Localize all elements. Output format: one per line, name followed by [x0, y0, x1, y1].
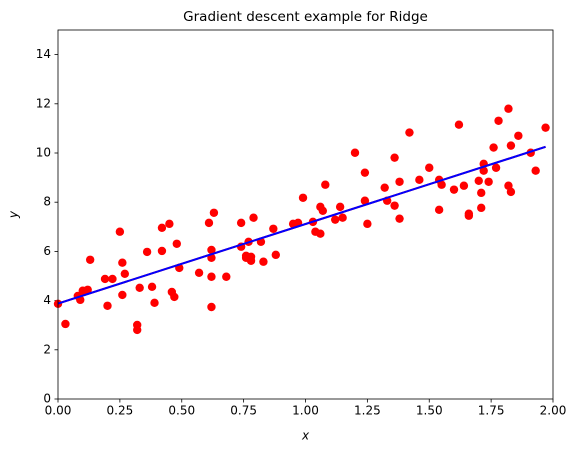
point: [165, 219, 174, 229]
point: [85, 255, 95, 264]
point: [118, 290, 127, 300]
point: [118, 258, 127, 267]
point: [222, 272, 231, 281]
point: [318, 206, 328, 216]
point: [434, 205, 444, 215]
point: [170, 292, 179, 302]
point: [390, 153, 399, 162]
point: [204, 218, 214, 228]
point: [335, 202, 345, 212]
point: [142, 247, 152, 257]
point: [504, 104, 513, 113]
point: [350, 148, 360, 157]
point: [449, 185, 459, 194]
x-tick-label: 1.00: [292, 404, 319, 418]
x-axis-label: x: [301, 429, 310, 443]
point: [321, 180, 330, 189]
chart-title: Gradient descent example for Ridge: [183, 9, 428, 25]
point: [479, 166, 488, 175]
point: [103, 301, 112, 310]
x-tick-label: 1.75: [478, 404, 505, 418]
point: [531, 166, 540, 175]
point: [331, 215, 340, 224]
y-tick-label: 12: [36, 96, 51, 110]
point: [147, 282, 157, 292]
point: [363, 219, 372, 229]
point: [157, 223, 167, 232]
point: [207, 245, 216, 255]
point: [61, 319, 70, 329]
plot-frame: [57, 29, 554, 400]
point: [249, 213, 258, 222]
point: [390, 201, 399, 210]
point: [395, 177, 404, 186]
point: [484, 177, 493, 186]
point: [338, 213, 347, 222]
point: [425, 163, 434, 172]
point: [474, 176, 483, 185]
point: [120, 269, 130, 278]
point: [395, 214, 404, 223]
point: [360, 168, 370, 177]
point: [437, 180, 446, 189]
y-tick-label: 10: [36, 146, 51, 160]
point: [259, 257, 268, 266]
point: [506, 187, 516, 197]
point: [150, 298, 159, 308]
point: [380, 183, 389, 192]
y-tick-label: 6: [43, 244, 51, 258]
point: [514, 131, 523, 140]
point: [108, 274, 117, 284]
point: [541, 123, 550, 132]
point: [207, 302, 216, 312]
x-tick-label: 0.00: [45, 404, 72, 418]
point: [135, 283, 144, 293]
point: [236, 218, 246, 228]
point: [464, 211, 474, 220]
point: [157, 246, 167, 256]
point: [454, 120, 464, 129]
x-tick-label: 2.00: [540, 404, 567, 418]
point: [172, 239, 181, 248]
x-tick-label: 0.50: [168, 404, 195, 418]
point: [477, 188, 486, 198]
point: [360, 196, 370, 205]
point: [209, 208, 219, 217]
y-tick-label: 8: [43, 195, 51, 209]
y-axis-label: y: [7, 210, 21, 219]
point: [477, 203, 486, 213]
point: [459, 181, 469, 190]
y-tick-label: 2: [43, 342, 51, 356]
point: [298, 193, 308, 202]
point: [415, 175, 424, 185]
x-tick-label: 1.25: [354, 404, 381, 418]
point: [207, 272, 216, 281]
point: [83, 285, 92, 294]
x-tick-label: 0.25: [107, 404, 134, 418]
point: [115, 227, 125, 236]
point: [506, 141, 516, 150]
point: [405, 128, 414, 137]
point: [246, 256, 256, 265]
point: [269, 224, 278, 233]
x-tick-label: 0.75: [230, 404, 257, 418]
point: [316, 229, 325, 238]
point: [494, 116, 503, 125]
point: [491, 163, 501, 172]
y-tick-label: 14: [36, 47, 51, 61]
point: [133, 325, 142, 335]
fit-line: [57, 145, 546, 305]
y-tick-label: 0: [43, 392, 51, 406]
point: [271, 250, 280, 260]
point: [489, 143, 498, 152]
x-tick-label: 1.50: [416, 404, 443, 418]
y-tick-label: 4: [43, 293, 51, 307]
point: [194, 268, 204, 278]
point: [100, 274, 110, 284]
